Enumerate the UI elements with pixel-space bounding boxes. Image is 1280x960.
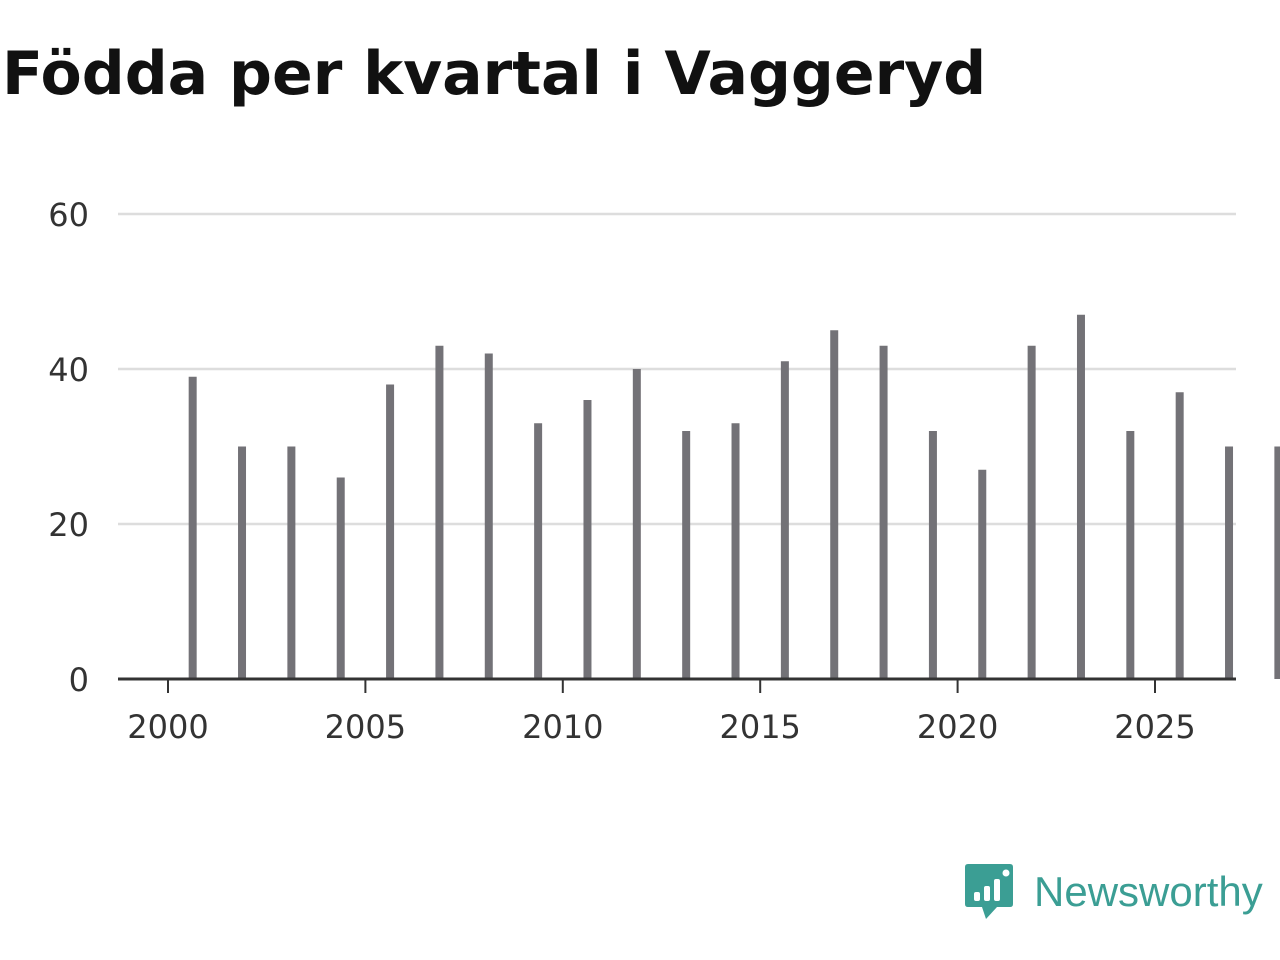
gridlines: [118, 212, 1236, 526]
bar: [1175, 392, 1184, 679]
bar: [435, 345, 444, 679]
bar: [1274, 446, 1280, 679]
bars: [188, 314, 1280, 679]
x-tick-label: 2005: [325, 708, 406, 746]
x-axis-labels: 2000 2005 2010 2015 2020 2025: [127, 708, 1195, 746]
chart-title: Födda per kvartal i Vaggeryd: [2, 39, 987, 109]
bar: [632, 369, 641, 679]
y-tick-label: 40: [48, 351, 89, 389]
x-tick-label: 2015: [719, 708, 800, 746]
y-tick-label: 0: [69, 661, 89, 699]
y-tick-label: 20: [48, 506, 89, 544]
bar: [534, 423, 543, 679]
bar: [188, 376, 197, 679]
x-tick-label: 2025: [1114, 708, 1195, 746]
bar: [780, 361, 789, 679]
bar: [928, 431, 937, 679]
x-tick-label: 2010: [522, 708, 603, 746]
bar: [287, 446, 296, 679]
bar: [879, 345, 888, 679]
y-tick-label: 60: [48, 196, 89, 234]
bar: [682, 431, 691, 679]
bar: [830, 330, 839, 679]
y-axis-labels: 0 20 40 60: [48, 196, 89, 699]
bar: [336, 477, 345, 679]
bar: [1076, 314, 1085, 679]
bar: [238, 446, 247, 679]
x-tick-label: 2020: [917, 708, 998, 746]
newsworthy-logo-icon: [965, 864, 1013, 919]
newsworthy-logo: Newsworthy: [964, 862, 1263, 922]
bar: [1126, 431, 1135, 679]
brand-name: Newsworthy: [1034, 868, 1263, 915]
bar: [978, 469, 987, 679]
bar: [731, 423, 740, 679]
bar: [386, 384, 395, 679]
bar: [583, 400, 592, 679]
x-tick-label: 2000: [127, 708, 208, 746]
bar: [1225, 446, 1234, 679]
x-axis-ticks: [167, 679, 1156, 693]
bar: [1027, 345, 1036, 679]
bar: [484, 353, 493, 679]
